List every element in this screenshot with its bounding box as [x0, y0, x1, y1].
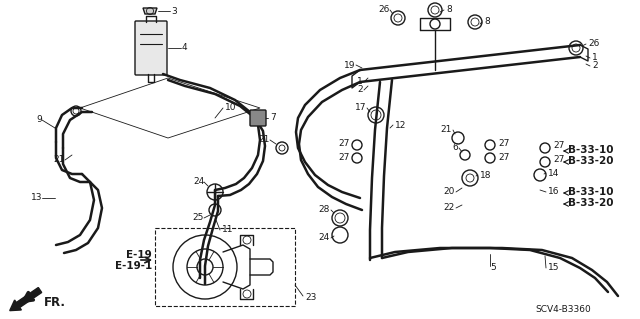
- Text: 27: 27: [339, 138, 350, 147]
- Text: 5: 5: [490, 263, 496, 272]
- Text: SCV4-B3360: SCV4-B3360: [535, 306, 591, 315]
- Text: B-33-10: B-33-10: [568, 187, 614, 197]
- Text: 21: 21: [259, 136, 270, 145]
- Text: 21: 21: [54, 155, 65, 165]
- Text: 14: 14: [548, 168, 559, 177]
- Text: 6: 6: [452, 144, 458, 152]
- Text: 26: 26: [379, 5, 390, 14]
- Text: 18: 18: [480, 170, 492, 180]
- FancyBboxPatch shape: [135, 21, 167, 75]
- Text: 11: 11: [222, 226, 234, 234]
- Text: 16: 16: [548, 188, 559, 197]
- Text: 7: 7: [270, 114, 276, 122]
- Text: 24: 24: [319, 234, 330, 242]
- Text: B-33-10: B-33-10: [568, 145, 614, 155]
- Text: 4: 4: [182, 43, 188, 53]
- Text: FR.: FR.: [44, 295, 66, 308]
- Text: 12: 12: [395, 121, 406, 130]
- Bar: [155, 228, 295, 306]
- Text: 27: 27: [498, 138, 509, 147]
- Text: 2: 2: [592, 62, 598, 70]
- Text: 23: 23: [305, 293, 316, 302]
- Text: 17: 17: [355, 103, 366, 113]
- Text: 8: 8: [446, 5, 452, 14]
- Text: E-19: E-19: [126, 250, 152, 260]
- Text: 15: 15: [548, 263, 559, 272]
- Text: 20: 20: [444, 188, 455, 197]
- Text: 13: 13: [31, 194, 42, 203]
- Text: B-33-20: B-33-20: [568, 198, 614, 208]
- FancyArrow shape: [10, 287, 42, 311]
- Text: E-19-1: E-19-1: [115, 261, 152, 271]
- Text: 1: 1: [357, 78, 363, 86]
- Text: 27: 27: [553, 142, 564, 151]
- Text: 26: 26: [588, 40, 600, 48]
- Text: B-33-20: B-33-20: [568, 156, 614, 166]
- Polygon shape: [143, 8, 157, 14]
- Text: 2: 2: [357, 85, 363, 94]
- FancyBboxPatch shape: [250, 110, 266, 126]
- Text: 27: 27: [498, 152, 509, 161]
- Text: 28: 28: [319, 205, 330, 214]
- Text: 10: 10: [225, 103, 237, 113]
- Text: 24: 24: [194, 177, 205, 187]
- Text: 1: 1: [592, 54, 598, 63]
- Text: 22: 22: [444, 204, 455, 212]
- Text: 27: 27: [553, 155, 564, 165]
- Text: 8: 8: [484, 18, 490, 26]
- Text: 25: 25: [193, 213, 204, 222]
- Text: 3: 3: [171, 6, 177, 16]
- Text: 21: 21: [440, 125, 452, 135]
- Text: 27: 27: [339, 152, 350, 161]
- Text: 19: 19: [344, 61, 355, 70]
- Text: 9: 9: [36, 115, 42, 124]
